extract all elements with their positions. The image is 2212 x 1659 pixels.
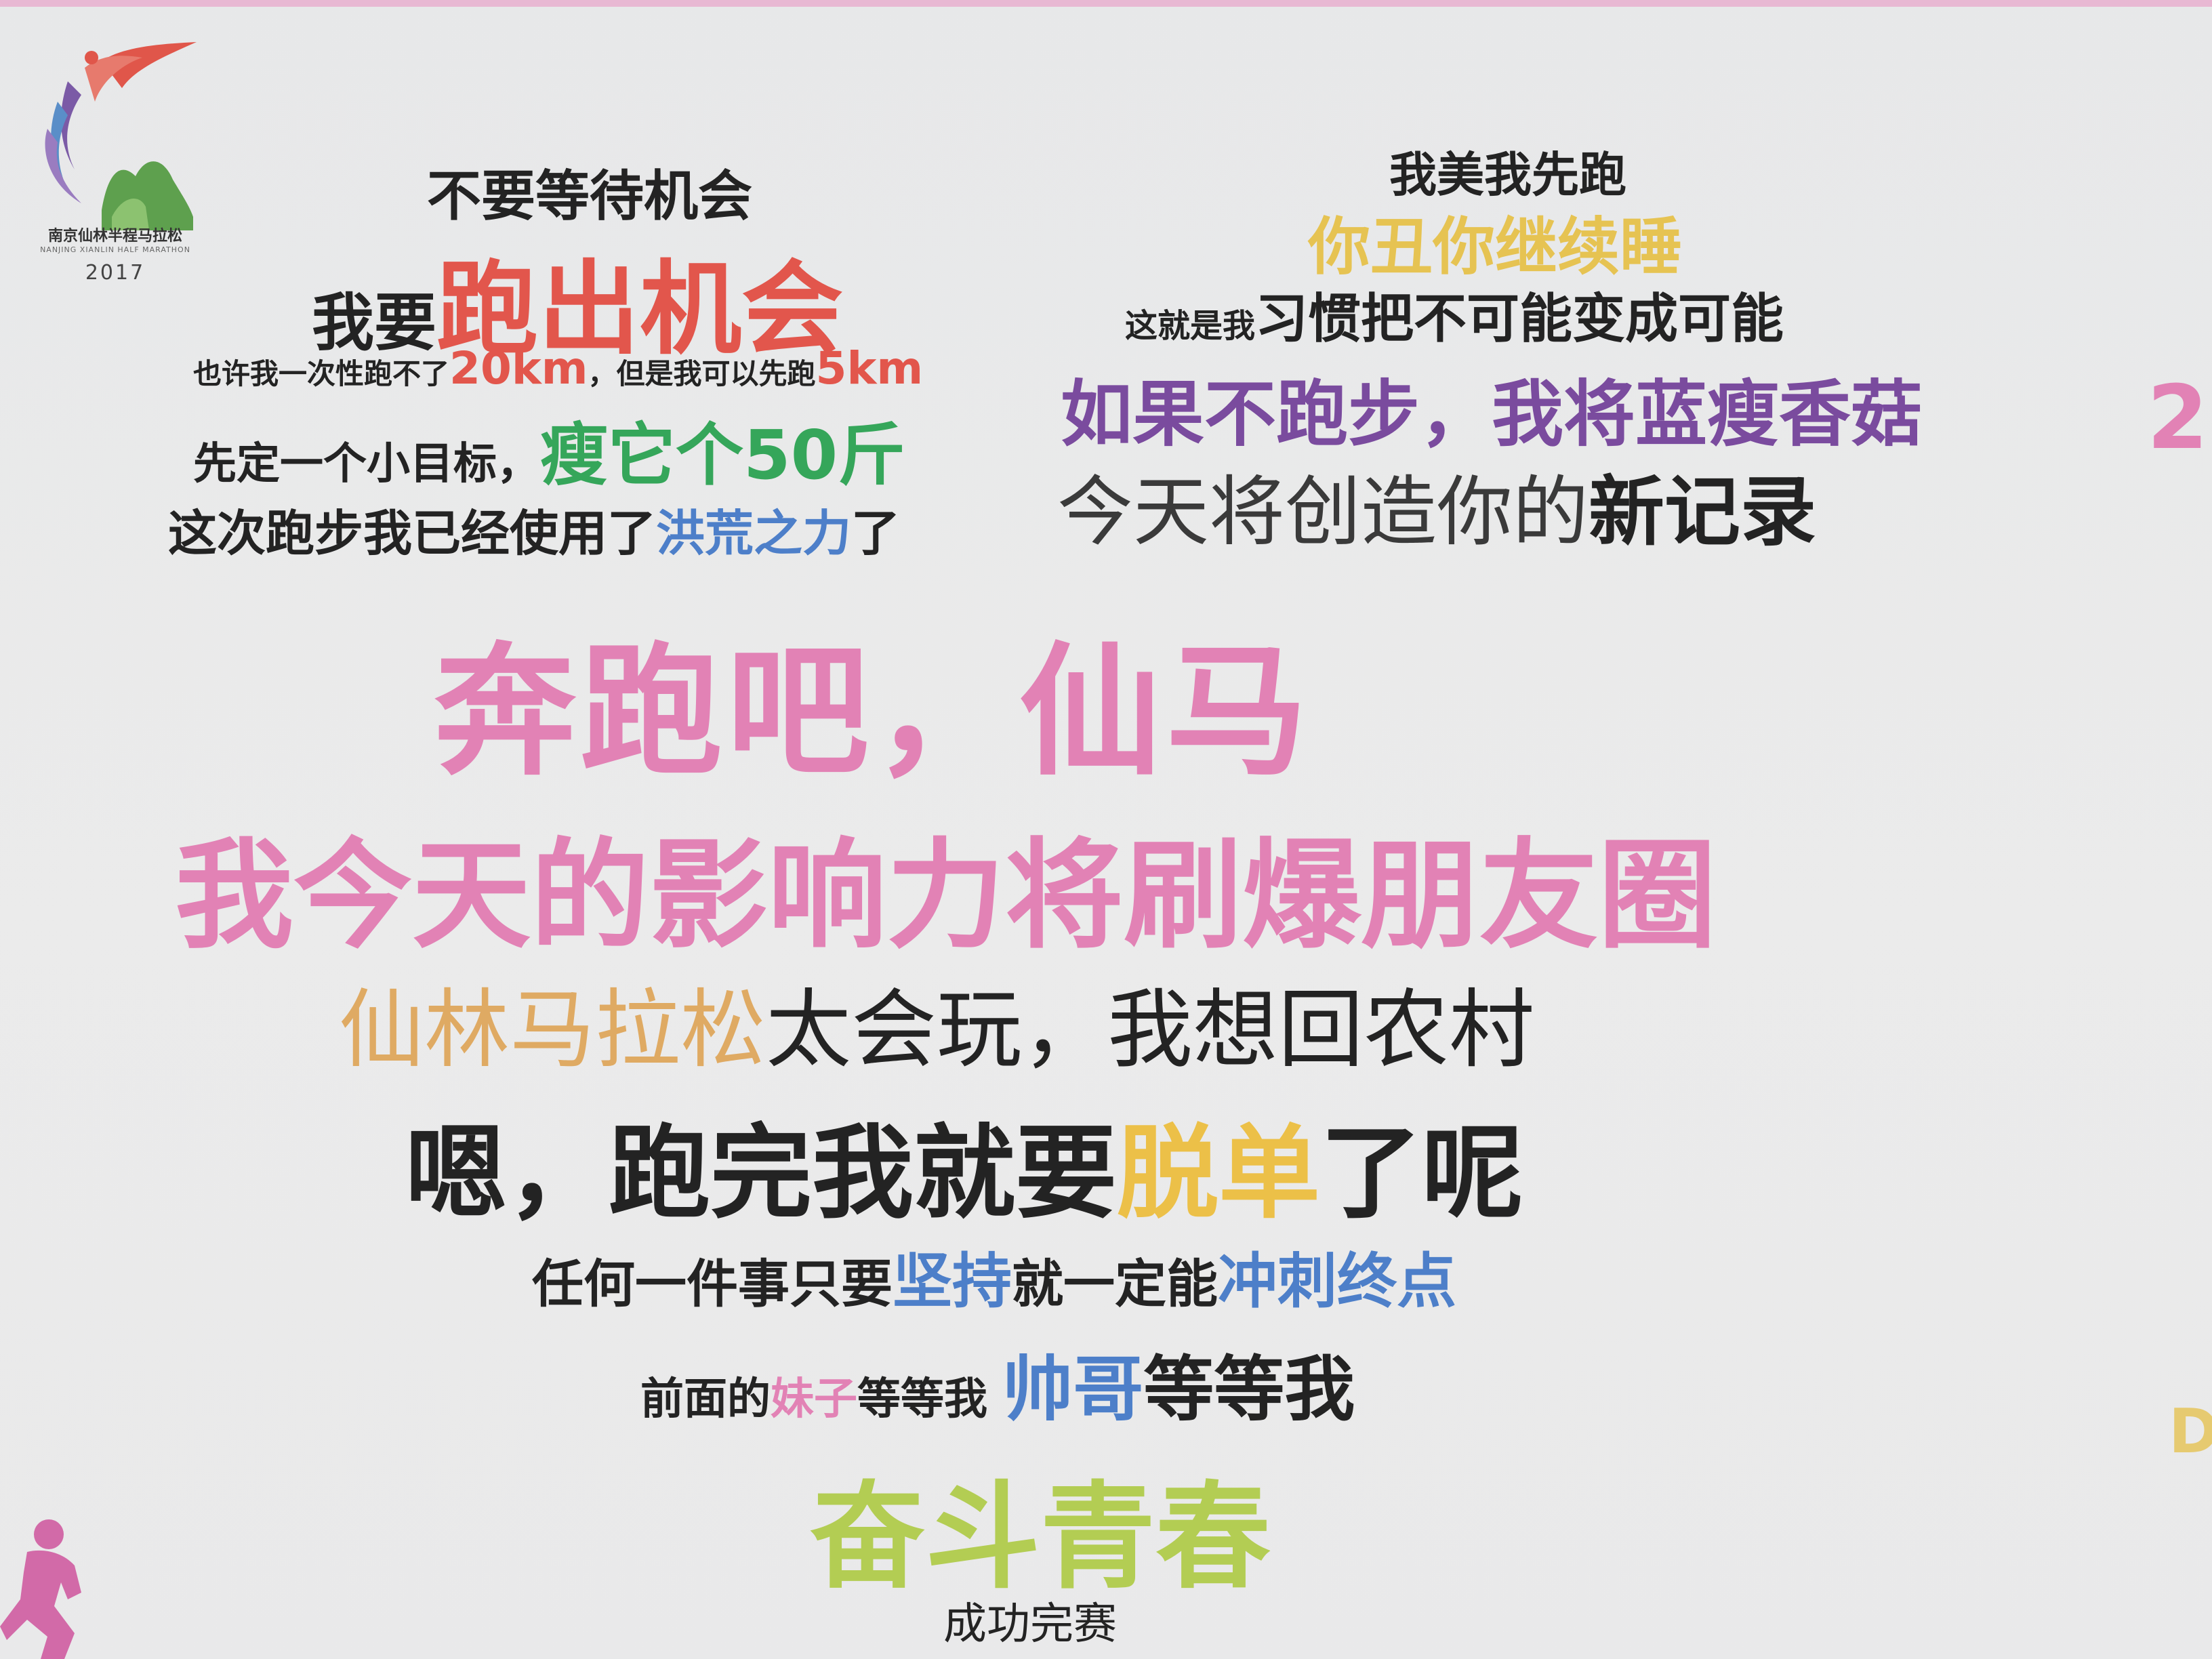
slogan-r4: 如果不跑步，我将蓝瘦香菇 xyxy=(1061,373,1923,456)
slogan-m5: 任何一件事只要坚持就一定能冲刺终点 xyxy=(532,1246,1457,1316)
top-pink-strip xyxy=(0,0,2212,7)
logo-name: 南京仙林半程马拉松 xyxy=(47,228,182,245)
slogan-r5: 今天将创造你的新记录 xyxy=(1057,468,1816,556)
slogan-m7: 奋斗青春 xyxy=(810,1471,1271,1605)
slogan-l2: 我要跑出机会 xyxy=(312,251,844,369)
slogan-m4: 嗯，跑完我就要脱单了呢 xyxy=(405,1115,1524,1233)
slogan-r3: 这就是我习惯把不可能变成可能 xyxy=(1125,289,1784,350)
logo-name-en: NANJING XIANLIN HALF MARATHON xyxy=(40,245,190,254)
slogan-main-subtitle: 我今天的影响力将刷爆朋友圈 xyxy=(175,827,1717,965)
slogan-r2: 你丑你继续睡 xyxy=(1308,211,1683,283)
slogan-l5: 这次跑步我已经使用了洪荒之力了 xyxy=(168,505,901,562)
slogan-m8: 成功完赛 xyxy=(943,1599,1117,1650)
slogan-m6: 前面的妹子等等我 帅哥等等我 xyxy=(640,1348,1355,1431)
marathon-logo-icon xyxy=(45,42,197,230)
slogan-main-title: 奔跑吧，仙马 xyxy=(434,629,1313,795)
slogan-l3: 也许我一次性跑不了20km，但是我可以先跑5km xyxy=(193,342,924,394)
runner-silhouette-icon xyxy=(0,1519,81,1659)
slogan-r1: 我美我先跑 xyxy=(1389,147,1626,203)
edge-letter: D xyxy=(2169,1396,2212,1467)
slogan-l4: 先定一个小目标，瘦它个50斤 xyxy=(193,415,906,495)
logo-year: 2017 xyxy=(85,261,146,285)
slogan-l1: 不要等待机会 xyxy=(427,165,752,228)
edge-number: 2 xyxy=(2147,366,2209,469)
slogan-m3: 仙林马拉松太会玩，我想回农村 xyxy=(339,980,1534,1080)
